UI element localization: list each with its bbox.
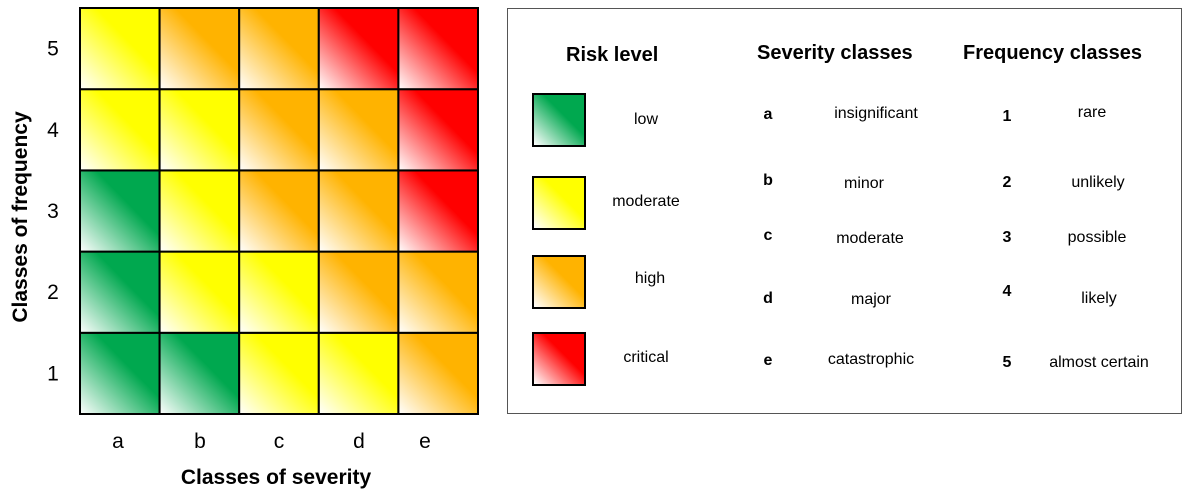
y-tick-4: 4 xyxy=(47,119,59,142)
swatch-high xyxy=(532,255,586,309)
x-axis-label: Classes of severity xyxy=(181,466,372,489)
cell-c5-high xyxy=(238,7,320,91)
cell-b1-low xyxy=(158,331,241,415)
risk-label-high: high xyxy=(634,270,666,287)
frequency-key-1: 1 xyxy=(1002,108,1012,125)
matrix-cells xyxy=(79,7,479,415)
frequency-label-1: rare xyxy=(1077,104,1107,121)
y-tick-5: 5 xyxy=(47,38,59,61)
frequency-label-4: likely xyxy=(1081,290,1117,307)
cell-c4-high xyxy=(238,88,320,172)
frequency-classes-title: Frequency classes xyxy=(963,42,1142,64)
cell-b2-moderate xyxy=(158,250,241,334)
y-tick-labels: 1 2 3 4 5 xyxy=(47,38,59,386)
severity-label-a: insignificant xyxy=(834,105,918,122)
cell-e4-critical xyxy=(397,88,479,172)
cell-d5-critical xyxy=(317,7,400,91)
cell-b5-high xyxy=(158,7,241,91)
cell-d3-high xyxy=(317,169,400,253)
y-tick-2: 2 xyxy=(47,281,59,304)
cell-a5-moderate xyxy=(79,7,161,91)
risk-label-critical: critical xyxy=(623,349,669,366)
severity-label-e: catastrophic xyxy=(827,351,915,368)
risk-matrix-chart: a b c d e 1 2 3 4 5 Classes of severity Classes … xyxy=(9,7,479,489)
cell-d2-high xyxy=(317,250,400,334)
y-tick-3: 3 xyxy=(47,200,59,223)
severity-key-b: b xyxy=(763,172,773,189)
swatch-critical xyxy=(532,332,586,386)
cell-c2-moderate xyxy=(238,250,320,334)
cell-c1-moderate xyxy=(238,331,320,415)
severity-label-c: moderate xyxy=(836,230,904,247)
x-tick-labels: a b c d e xyxy=(112,430,431,453)
severity-label-d: major xyxy=(850,291,892,308)
frequency-label-2: unlikely xyxy=(1071,174,1125,191)
cell-d1-moderate xyxy=(317,331,400,415)
severity-classes-title: Severity classes xyxy=(757,42,913,64)
swatch-moderate xyxy=(532,176,586,230)
cell-a1-low xyxy=(79,331,161,415)
frequency-key-3: 3 xyxy=(1002,229,1012,246)
frequency-key-2: 2 xyxy=(1002,174,1012,191)
severity-label-b: minor xyxy=(843,175,885,192)
cell-d4-high xyxy=(317,88,400,172)
swatch-low xyxy=(532,93,586,147)
cell-e2-high xyxy=(397,250,479,334)
frequency-label-5: almost certain xyxy=(1049,354,1149,371)
y-tick-1: 1 xyxy=(47,362,59,385)
y-axis-label: Classes of frequency xyxy=(9,111,32,323)
severity-key-a: a xyxy=(763,106,773,123)
x-tick-e: e xyxy=(419,430,431,453)
risk-label-low: low xyxy=(633,111,659,128)
frequency-label-3: possible xyxy=(1067,229,1127,246)
cell-e5-critical xyxy=(397,7,479,91)
severity-key-c: c xyxy=(763,227,773,244)
legend-panel: Risk level Severity classes Frequency cl… xyxy=(507,8,1182,414)
x-tick-d: d xyxy=(353,430,365,453)
cell-b3-moderate xyxy=(158,169,241,253)
x-tick-b: b xyxy=(194,430,206,453)
cell-c3-high xyxy=(238,169,320,253)
severity-key-d: d xyxy=(763,290,773,307)
cell-b4-moderate xyxy=(158,88,241,172)
risk-level-title: Risk level xyxy=(566,44,659,66)
cell-a2-low xyxy=(79,250,161,334)
cell-e1-high xyxy=(397,331,479,415)
cell-a4-moderate xyxy=(79,88,161,172)
x-tick-a: a xyxy=(112,430,124,453)
frequency-key-5: 5 xyxy=(1002,354,1012,371)
x-tick-c: c xyxy=(274,430,285,453)
risk-label-moderate: moderate xyxy=(612,193,680,210)
cell-e3-critical xyxy=(397,169,479,253)
frequency-key-4: 4 xyxy=(1002,283,1012,300)
cell-a3-low xyxy=(79,169,161,253)
severity-key-e: e xyxy=(763,352,773,369)
